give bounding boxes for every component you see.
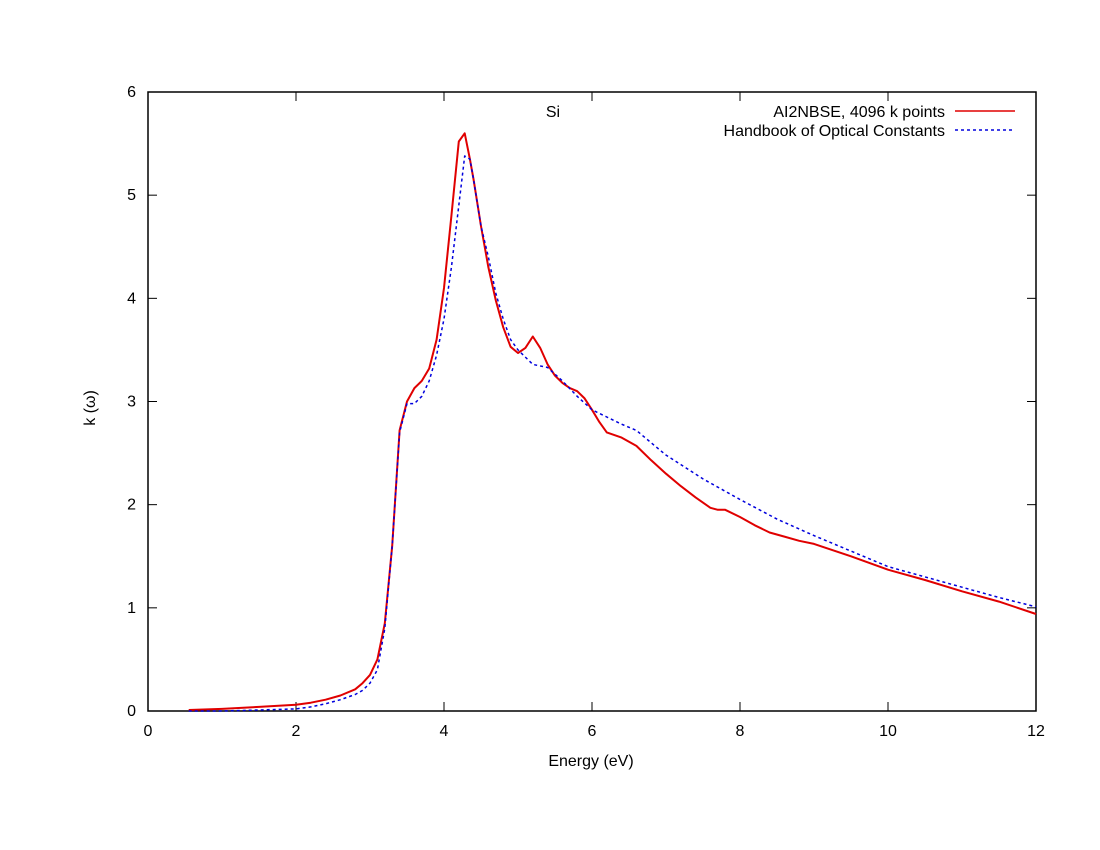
tick-marks xyxy=(147,91,1037,712)
legend-entry-1: Handbook of Optical Constants xyxy=(724,123,1015,140)
x-tick-label-5: 10 xyxy=(879,723,897,740)
series-line-1 xyxy=(188,155,1037,712)
x-tick-label-4: 8 xyxy=(736,723,745,740)
series-line-0 xyxy=(188,132,1037,711)
y-tick-label-3: 3 xyxy=(127,394,136,411)
y-axis-label: k (ω) xyxy=(82,390,99,426)
legend-entry-0: AI2NBSE, 4096 k points xyxy=(773,104,1015,121)
y-tick-label-0: 0 xyxy=(127,703,136,720)
legend-label-1: Handbook of Optical Constants xyxy=(724,123,945,140)
plot-frame xyxy=(147,91,1037,712)
y-tick-label-1: 1 xyxy=(127,600,136,617)
x-tick-label-3: 6 xyxy=(588,723,597,740)
x-tick-label-6: 12 xyxy=(1027,723,1045,740)
plot-border xyxy=(147,91,1037,712)
x-tick-label-1: 2 xyxy=(292,723,301,740)
y-tick-label-5: 5 xyxy=(127,187,136,204)
chart-title: Si xyxy=(546,104,560,121)
y-tick-label-4: 4 xyxy=(127,290,136,307)
x-tick-label-2: 4 xyxy=(440,723,449,740)
x-tick-label-0: 0 xyxy=(144,723,153,740)
y-tick-label-6: 6 xyxy=(127,84,136,101)
series-lines xyxy=(188,132,1037,712)
legend: AI2NBSE, 4096 k points Handbook of Optic… xyxy=(724,104,1015,140)
legend-label-0: AI2NBSE, 4096 k points xyxy=(773,104,945,121)
x-axis-label: Energy (eV) xyxy=(548,753,633,770)
y-tick-label-2: 2 xyxy=(127,497,136,514)
